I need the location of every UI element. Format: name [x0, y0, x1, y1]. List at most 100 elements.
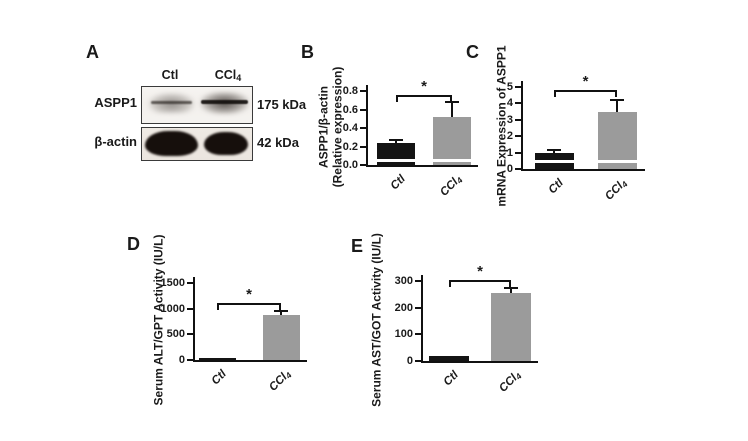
bar-ccl4 [433, 116, 471, 165]
significance-bracket [449, 280, 511, 282]
significance-star: * [246, 286, 252, 303]
significance-bracket-end-right [450, 95, 452, 102]
y-tick [360, 164, 366, 166]
error-whisker-ctl [395, 139, 397, 143]
x-axis [521, 169, 645, 171]
error-whisker-ccl4 [616, 100, 618, 112]
y-tick-label: 300 [394, 275, 413, 287]
blot-image-beta-actin [141, 127, 253, 161]
y-tick-label: 1500 [160, 277, 185, 289]
y-tick-label: 4 [506, 97, 513, 110]
blot-band-aspp1-ccl4-core [201, 100, 248, 104]
y-tick [187, 359, 193, 361]
blot-size-label-175kda: 175 kDa [257, 97, 307, 112]
y-tick-label: 3 [506, 113, 513, 126]
significance-bracket-end-left [217, 303, 219, 310]
significance-star: * [477, 263, 483, 280]
error-cap-ctl [389, 138, 403, 141]
y-tick-label: 0 [506, 163, 513, 175]
y-tick-label: 0.2 [342, 140, 358, 153]
y-tick [187, 307, 193, 310]
bar-ctl [198, 357, 236, 360]
artifact-stripe [524, 160, 638, 163]
y-tick [515, 168, 521, 170]
y-tick [360, 145, 366, 148]
y-tick [360, 108, 366, 111]
y-tick-label: 0.8 [342, 85, 358, 97]
y-axis-label: Serum AST/GOT Activity (IU/L) [369, 233, 384, 407]
y-axis [366, 85, 368, 167]
significance-bracket-end-left [449, 280, 451, 287]
y-tick [187, 282, 193, 284]
y-tick-label: 200 [394, 301, 413, 314]
y-tick-label: 1 [506, 146, 513, 159]
panel-a-letter: A [86, 42, 99, 62]
artifact-stripe [369, 159, 471, 162]
error-cap-ccl4 [504, 287, 518, 290]
error-whisker-ccl4 [280, 310, 282, 315]
y-tick [415, 280, 421, 282]
panel-d-letter: D [127, 234, 140, 254]
y-tick-label: 2 [506, 130, 513, 143]
panel-e-letter: E [351, 236, 364, 256]
blot-size-label-42kda: 42 kDa [257, 135, 299, 150]
significance-bracket-end-right [279, 303, 281, 310]
bar-ccl4 [491, 293, 531, 361]
error-whisker-ctl [553, 150, 555, 153]
x-axis [366, 165, 478, 167]
bar-ctl [429, 355, 469, 361]
blot-lane-label-ccl4: CCl4 [214, 68, 242, 84]
error-cap-ccl4 [445, 101, 459, 104]
significance-bracket [396, 95, 452, 97]
x-tick-label-ccl4: CCl4 [496, 371, 524, 395]
y-tick-label: 500 [166, 328, 185, 341]
panel-c-letter: C [466, 42, 479, 62]
y-tick [415, 333, 421, 336]
y-tick-label: 0 [406, 355, 413, 367]
y-tick-label: 0 [178, 354, 185, 366]
blot-band-aspp1-ctl-core [151, 101, 192, 104]
y-tick-label: 0.6 [342, 103, 358, 116]
significance-bracket [554, 90, 617, 92]
y-axis [421, 275, 423, 363]
y-tick [187, 333, 193, 336]
x-axis [421, 361, 538, 363]
significance-bracket-end-right [615, 90, 617, 97]
y-tick [415, 306, 421, 309]
significance-bracket-end-left [396, 95, 398, 102]
y-tick-label: 0.4 [342, 122, 358, 134]
y-tick [515, 102, 521, 105]
blot-row-label-aspp1: ASPP1 [94, 95, 137, 110]
y-tick-label: 0.0 [342, 159, 358, 171]
bar-ccl4 [597, 111, 637, 169]
x-axis [193, 360, 307, 362]
y-tick [515, 151, 521, 154]
y-tick [515, 86, 521, 88]
error-cap-ccl4 [274, 309, 288, 312]
y-tick-label: 100 [394, 328, 413, 341]
significance-bracket-end-right [509, 280, 511, 287]
significance-star: * [582, 73, 589, 90]
blot-band-actin-ccl4 [204, 132, 248, 155]
error-cap-ccl4 [610, 99, 624, 102]
y-tick [360, 127, 366, 129]
y-tick [415, 360, 421, 362]
error-whisker-ccl4 [451, 102, 453, 117]
significance-bracket-end-left [554, 90, 556, 97]
y-axis [521, 81, 523, 171]
blot-row-label-beta-actin: β-actin [94, 134, 137, 149]
error-whisker-ccl4 [510, 288, 512, 293]
blot-band-actin-ctl [145, 131, 198, 156]
y-axis [193, 277, 195, 362]
blot-image-aspp1 [141, 86, 253, 124]
x-tick-label-ctl: Ctl [441, 369, 461, 389]
blot-lane-label-ctl: Ctl [161, 68, 179, 82]
y-tick [360, 90, 366, 92]
y-tick [515, 118, 521, 121]
panel-b-letter: B [301, 42, 314, 62]
